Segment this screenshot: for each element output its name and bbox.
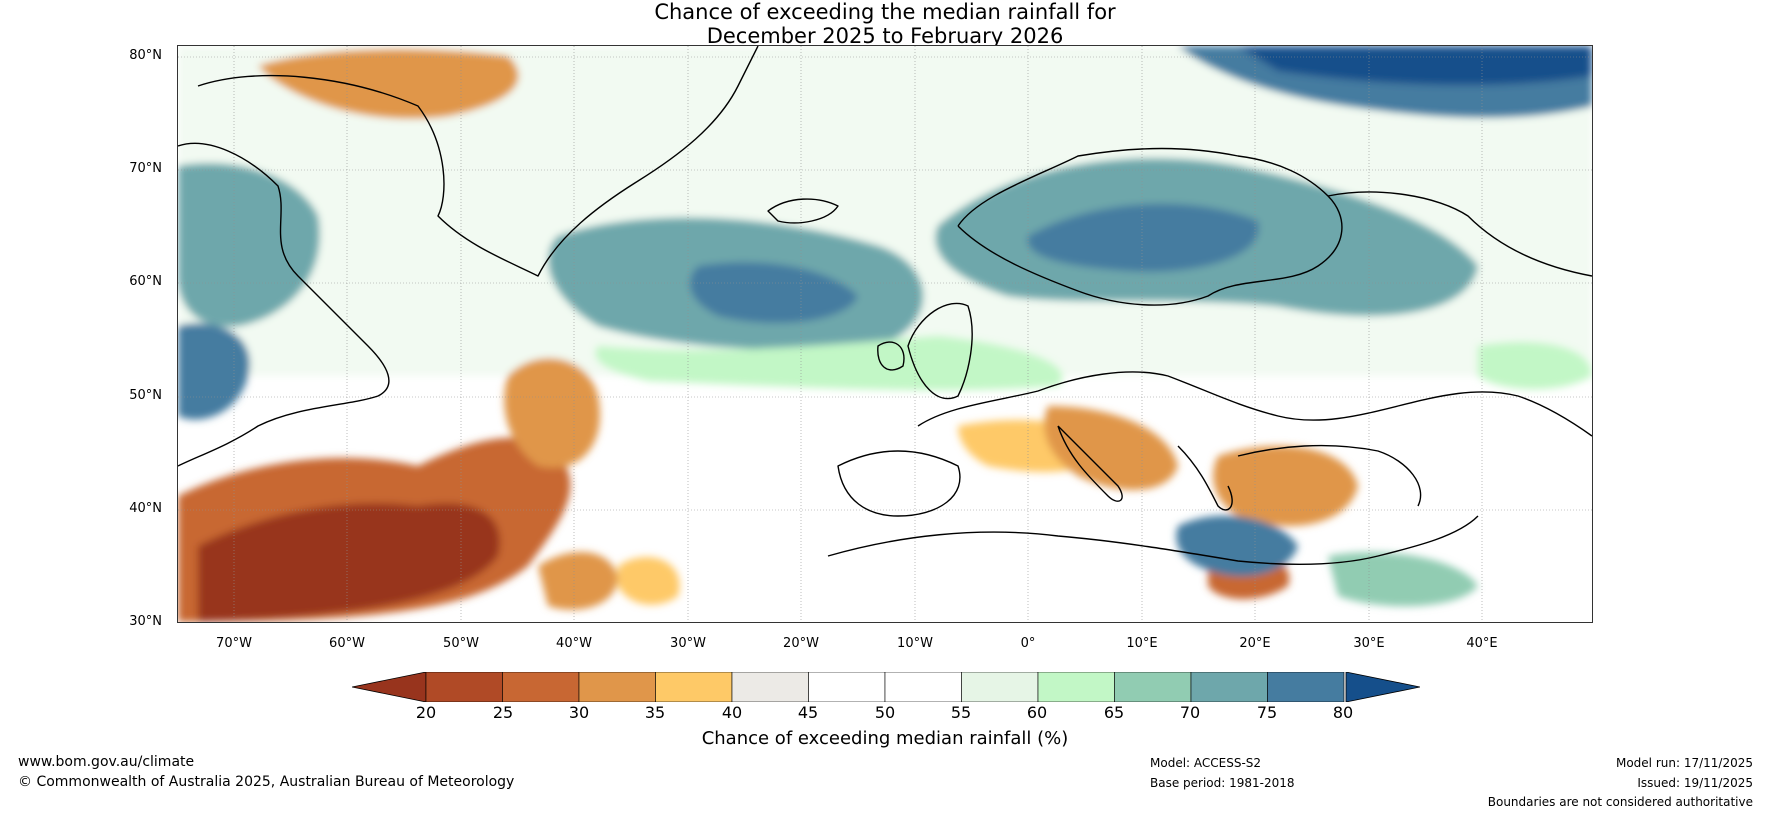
issued-text: Issued: 19/11/2025 bbox=[1637, 776, 1753, 790]
coast-iceland bbox=[767, 198, 839, 224]
colorbar-tick-30: 30 bbox=[568, 703, 590, 722]
copyright-text: © Commonwealth of Australia 2025, Austra… bbox=[18, 774, 515, 790]
coast-greenland bbox=[197, 46, 759, 277]
lat-label-80n: 80°N bbox=[129, 48, 162, 63]
colorbar-swatch-25 bbox=[502, 672, 580, 702]
colorbar-tick-40: 40 bbox=[721, 703, 743, 722]
model-text: Model: ACCESS-S2 bbox=[1150, 756, 1262, 770]
lon-label-60w: 60°W bbox=[329, 636, 365, 651]
coast-canada bbox=[178, 142, 390, 467]
lat-label-70n: 70°N bbox=[129, 161, 162, 176]
colorbar-swatch-75 bbox=[1267, 672, 1345, 702]
lat-label-30n: 30°N bbox=[129, 614, 162, 629]
dry-region-mid-atlantic bbox=[504, 358, 600, 468]
coast-kola-white-sea bbox=[1327, 191, 1592, 277]
dry-region-north-greenland bbox=[258, 49, 519, 119]
colorbar bbox=[352, 672, 1420, 702]
colorbar-tick-35: 35 bbox=[644, 703, 666, 722]
colorbar-swatch-60 bbox=[1037, 672, 1115, 702]
title-line-2: December 2025 to February 2026 bbox=[706, 24, 1064, 48]
coast-turkey bbox=[1237, 444, 1422, 507]
coast-scandinavia bbox=[957, 147, 1343, 306]
colorbar-tick-70: 70 bbox=[1179, 703, 1201, 722]
disclaimer-text: Boundaries are not considered authoritat… bbox=[1487, 795, 1753, 809]
wet-core-scandinavia bbox=[1027, 203, 1259, 272]
lon-label-10w: 10°W bbox=[897, 636, 933, 651]
lon-label-70w: 70°W bbox=[216, 636, 252, 651]
lon-label-20e: 20°E bbox=[1239, 636, 1271, 651]
dry-core-west-atlantic bbox=[198, 503, 500, 622]
lon-label-30e: 30°E bbox=[1353, 636, 1385, 651]
lon-label-10e: 10°E bbox=[1126, 636, 1158, 651]
colorbar-max-extension bbox=[1345, 672, 1420, 702]
colorbar-swatch-50 bbox=[884, 672, 962, 702]
colorbar-label: Chance of exceeding median rainfall (%) bbox=[701, 728, 1069, 749]
wet-region-newfoundland bbox=[178, 323, 250, 420]
wet-fringe-mid bbox=[595, 336, 1063, 391]
coast-ireland bbox=[877, 341, 905, 371]
lat-label-60n: 60°N bbox=[129, 274, 162, 289]
coast-north-africa bbox=[827, 515, 1479, 565]
wet-region-labrador bbox=[178, 163, 320, 327]
colorbar-tick-80: 80 bbox=[1332, 703, 1354, 722]
wet-fringe-east bbox=[1478, 342, 1592, 390]
rainfall-map-canvas bbox=[178, 46, 1592, 622]
colorbar-tick-60: 60 bbox=[1026, 703, 1048, 722]
coastlines bbox=[178, 46, 1592, 565]
base-period-text: Base period: 1981-2018 bbox=[1150, 776, 1295, 790]
rainfall-fields bbox=[178, 46, 1592, 622]
colorbar-swatch-20 bbox=[425, 672, 503, 702]
colorbar-swatch-45 bbox=[808, 672, 886, 702]
coast-italy bbox=[1057, 425, 1123, 502]
coast-iberia bbox=[837, 450, 961, 517]
lat-label-40n: 40°N bbox=[129, 501, 162, 516]
lon-label-30w: 30°W bbox=[670, 636, 706, 651]
colorbar-tick-45: 45 bbox=[797, 703, 819, 722]
dry-region-italy bbox=[1044, 406, 1178, 490]
coast-balkans bbox=[1177, 445, 1233, 511]
colorbar-tick-75: 75 bbox=[1256, 703, 1278, 722]
colorbar-tick-65: 65 bbox=[1103, 703, 1125, 722]
colorbar-tick-25: 25 bbox=[492, 703, 514, 722]
wet-region-egypt bbox=[1328, 552, 1478, 607]
coast-uk bbox=[907, 302, 973, 400]
colorbar-swatch-65 bbox=[1114, 672, 1192, 702]
lat-label-50n: 50°N bbox=[129, 388, 162, 403]
lon-label-40e: 40°E bbox=[1466, 636, 1498, 651]
colorbar-tick-55: 55 bbox=[950, 703, 972, 722]
lon-label-20w: 20°W bbox=[783, 636, 819, 651]
website-link[interactable]: www.bom.gov.au/climate bbox=[18, 754, 195, 770]
graticule bbox=[178, 46, 1592, 622]
colorbar-swatch-35 bbox=[655, 672, 733, 702]
colorbar-swatch-40 bbox=[731, 672, 809, 702]
colorbar-tick-50: 50 bbox=[874, 703, 896, 722]
colorbar-tick-20: 20 bbox=[415, 703, 437, 722]
lon-label-40w: 40°W bbox=[556, 636, 592, 651]
chart-title: Chance of exceeding the median rainfall … bbox=[0, 0, 1770, 48]
dry-region-east-atlantic bbox=[618, 557, 680, 605]
dry-region-azores bbox=[538, 552, 618, 610]
lon-label-0: 0° bbox=[1020, 636, 1036, 651]
dry-region-turkey bbox=[1213, 446, 1358, 526]
colorbar-swatch-55 bbox=[961, 672, 1039, 702]
lon-label-50w: 50°W bbox=[443, 636, 479, 651]
wet-region-north-africa bbox=[1176, 515, 1298, 577]
wet-core-north-atlantic bbox=[689, 262, 858, 324]
colorbar-swatches bbox=[425, 672, 1345, 702]
colorbar-swatch-70 bbox=[1190, 672, 1268, 702]
title-line-1: Chance of exceeding the median rainfall … bbox=[654, 0, 1116, 24]
colorbar-min-extension bbox=[352, 672, 427, 702]
model-run-text: Model run: 17/11/2025 bbox=[1615, 756, 1753, 770]
rainfall-map bbox=[177, 45, 1593, 623]
coast-europe-north bbox=[917, 371, 1592, 437]
wet-core-barents bbox=[1238, 46, 1592, 86]
colorbar-swatch-30 bbox=[578, 672, 656, 702]
